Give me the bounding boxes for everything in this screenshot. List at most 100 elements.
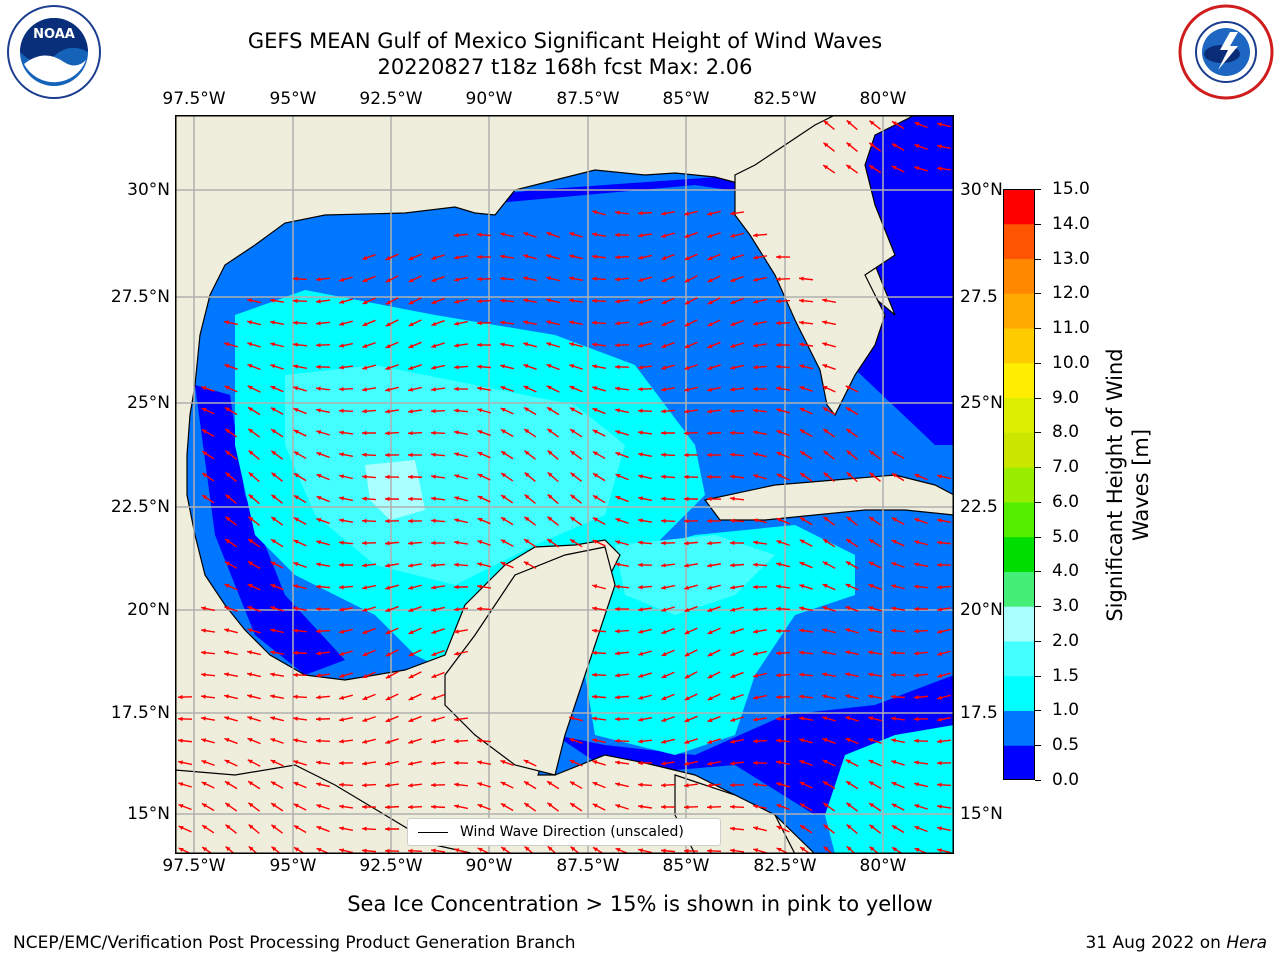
wave-direction-arrowhead — [408, 717, 414, 722]
wave-direction-arrowhead — [524, 472, 530, 478]
wave-direction-arrowhead — [316, 760, 321, 765]
wave-direction-arrowhead — [776, 716, 781, 722]
wave-direction-arrowhead — [707, 255, 713, 260]
wave-direction-arrowhead — [799, 672, 804, 677]
wave-direction-arrowhead — [846, 516, 852, 522]
lon-label-bottom: 87.5°W — [556, 856, 620, 876]
wave-direction-arrowhead — [247, 385, 253, 390]
wave-direction-arrowhead — [362, 518, 367, 524]
wave-direction-arrowhead — [385, 452, 390, 458]
wave-direction-arrowhead — [661, 277, 667, 282]
wave-direction-arrowhead — [362, 585, 367, 590]
wave-direction-arrowhead — [270, 561, 276, 566]
wave-direction-arrowhead — [592, 517, 598, 522]
wave-direction-arrowhead — [914, 848, 920, 853]
colorbar-frame — [1003, 189, 1035, 780]
wave-direction-arrowhead — [684, 541, 689, 546]
lat-label-right: 20°N — [960, 600, 1003, 620]
wave-direction-arrowhead — [408, 452, 413, 458]
wave-direction-arrowhead — [316, 651, 321, 656]
wave-direction-arrowhead — [248, 802, 254, 808]
wave-direction-arrowhead — [661, 474, 666, 479]
wave-direction-arrowhead — [661, 255, 667, 260]
wave-direction-arrowhead — [271, 846, 277, 852]
wave-direction-arrowhead — [431, 299, 437, 304]
wave-direction-arrowhead — [776, 452, 782, 457]
colorbar-tick-mark — [1035, 571, 1041, 573]
wave-direction-arrowhead — [385, 474, 390, 480]
wave-direction-arrowhead — [454, 496, 460, 501]
wave-direction-arrowhead — [339, 695, 345, 700]
wave-direction-arrowhead — [730, 804, 735, 810]
wave-direction-arrowhead — [271, 516, 277, 522]
wave-direction-arrowhead — [661, 233, 667, 238]
wave-direction-arrowhead — [477, 364, 482, 369]
wave-direction-arrowhead — [730, 739, 736, 744]
wave-direction-arrowhead — [638, 739, 643, 744]
wave-direction-arrowhead — [661, 430, 666, 436]
wave-direction-arrowhead — [293, 672, 298, 678]
wave-direction-arrowhead — [408, 607, 414, 612]
colorbar-band — [1003, 189, 1035, 225]
wave-direction-arrowhead — [661, 387, 666, 392]
wave-direction-arrowhead — [224, 628, 230, 633]
colorbar-tick-label: 6.0 — [1052, 491, 1080, 512]
wave-direction-arrowhead — [408, 674, 414, 679]
wave-direction-arrowhead — [937, 826, 942, 831]
wave-direction-arrowhead — [362, 607, 368, 612]
wave-direction-arrowhead — [592, 364, 597, 369]
lat-label-right: 25°N — [960, 393, 1003, 413]
wave-direction-arrowhead — [316, 321, 321, 326]
wave-direction-arrowhead — [822, 407, 828, 412]
wave-direction-arrowhead — [271, 824, 277, 830]
wave-direction-arrowhead — [569, 320, 574, 325]
wave-direction-arrowhead — [593, 473, 598, 478]
wave-direction-arrowhead — [823, 142, 829, 148]
wave-direction-arrowhead — [454, 430, 459, 435]
colorbar-tick-label: 5.0 — [1052, 526, 1080, 547]
wave-direction-arrowhead — [454, 277, 460, 282]
wave-direction-arrowhead — [615, 210, 620, 215]
wave-direction-arrowhead — [201, 716, 206, 721]
wave-direction-arrowhead — [431, 540, 436, 546]
wave-direction-arrowhead — [477, 473, 483, 478]
wave-direction-arrowhead — [385, 518, 390, 524]
lon-label-top: 85°W — [662, 89, 710, 109]
colorbar-tick-mark — [1035, 432, 1041, 434]
wave-direction-arrowhead — [892, 473, 897, 478]
wave-direction-arrowhead — [362, 387, 367, 392]
wave-direction-arrowhead — [684, 300, 690, 305]
wave-direction-arrowhead — [684, 256, 690, 260]
wave-direction-arrowhead — [408, 387, 414, 392]
wave-direction-arrowhead — [524, 539, 530, 544]
wave-direction-arrowhead — [477, 760, 482, 765]
wave-direction-arrowhead — [638, 430, 643, 435]
wave-direction-arrowhead — [822, 298, 827, 303]
wave-direction-arrowhead — [937, 804, 942, 809]
wave-direction-arrowhead — [293, 386, 299, 391]
wave-direction-arrowhead — [914, 716, 919, 722]
wave-direction-arrowhead — [592, 738, 598, 743]
lat-label-right: 27.5 — [960, 287, 998, 307]
wave-direction-arrowhead — [454, 584, 459, 590]
wave-direction-arrowhead — [201, 429, 207, 434]
wave-direction-arrowhead — [615, 782, 621, 787]
wave-direction-arrowhead — [477, 430, 483, 435]
wave-direction-arrowhead — [248, 428, 254, 434]
wave-direction-arrowhead — [362, 761, 367, 766]
wave-direction-arrowhead — [822, 650, 827, 655]
wave-direction-arrowhead — [823, 824, 829, 830]
wave-direction-arrowhead — [615, 540, 621, 545]
wave-direction-arrowhead — [454, 738, 459, 744]
wave-direction-arrowhead — [937, 166, 942, 171]
wave-direction-arrowhead — [753, 607, 758, 612]
wave-direction-arrowhead — [270, 672, 275, 677]
wave-direction-arrowhead — [431, 365, 437, 370]
colorbar-band — [1003, 745, 1035, 780]
wave-direction-arrowhead — [316, 540, 322, 545]
wave-direction-arrowhead — [201, 694, 206, 699]
wave-direction-arrowhead — [454, 408, 459, 413]
wave-direction-arrowhead — [776, 320, 781, 326]
wave-direction-arrowhead — [569, 407, 575, 412]
wave-direction-arrowhead — [385, 696, 391, 701]
